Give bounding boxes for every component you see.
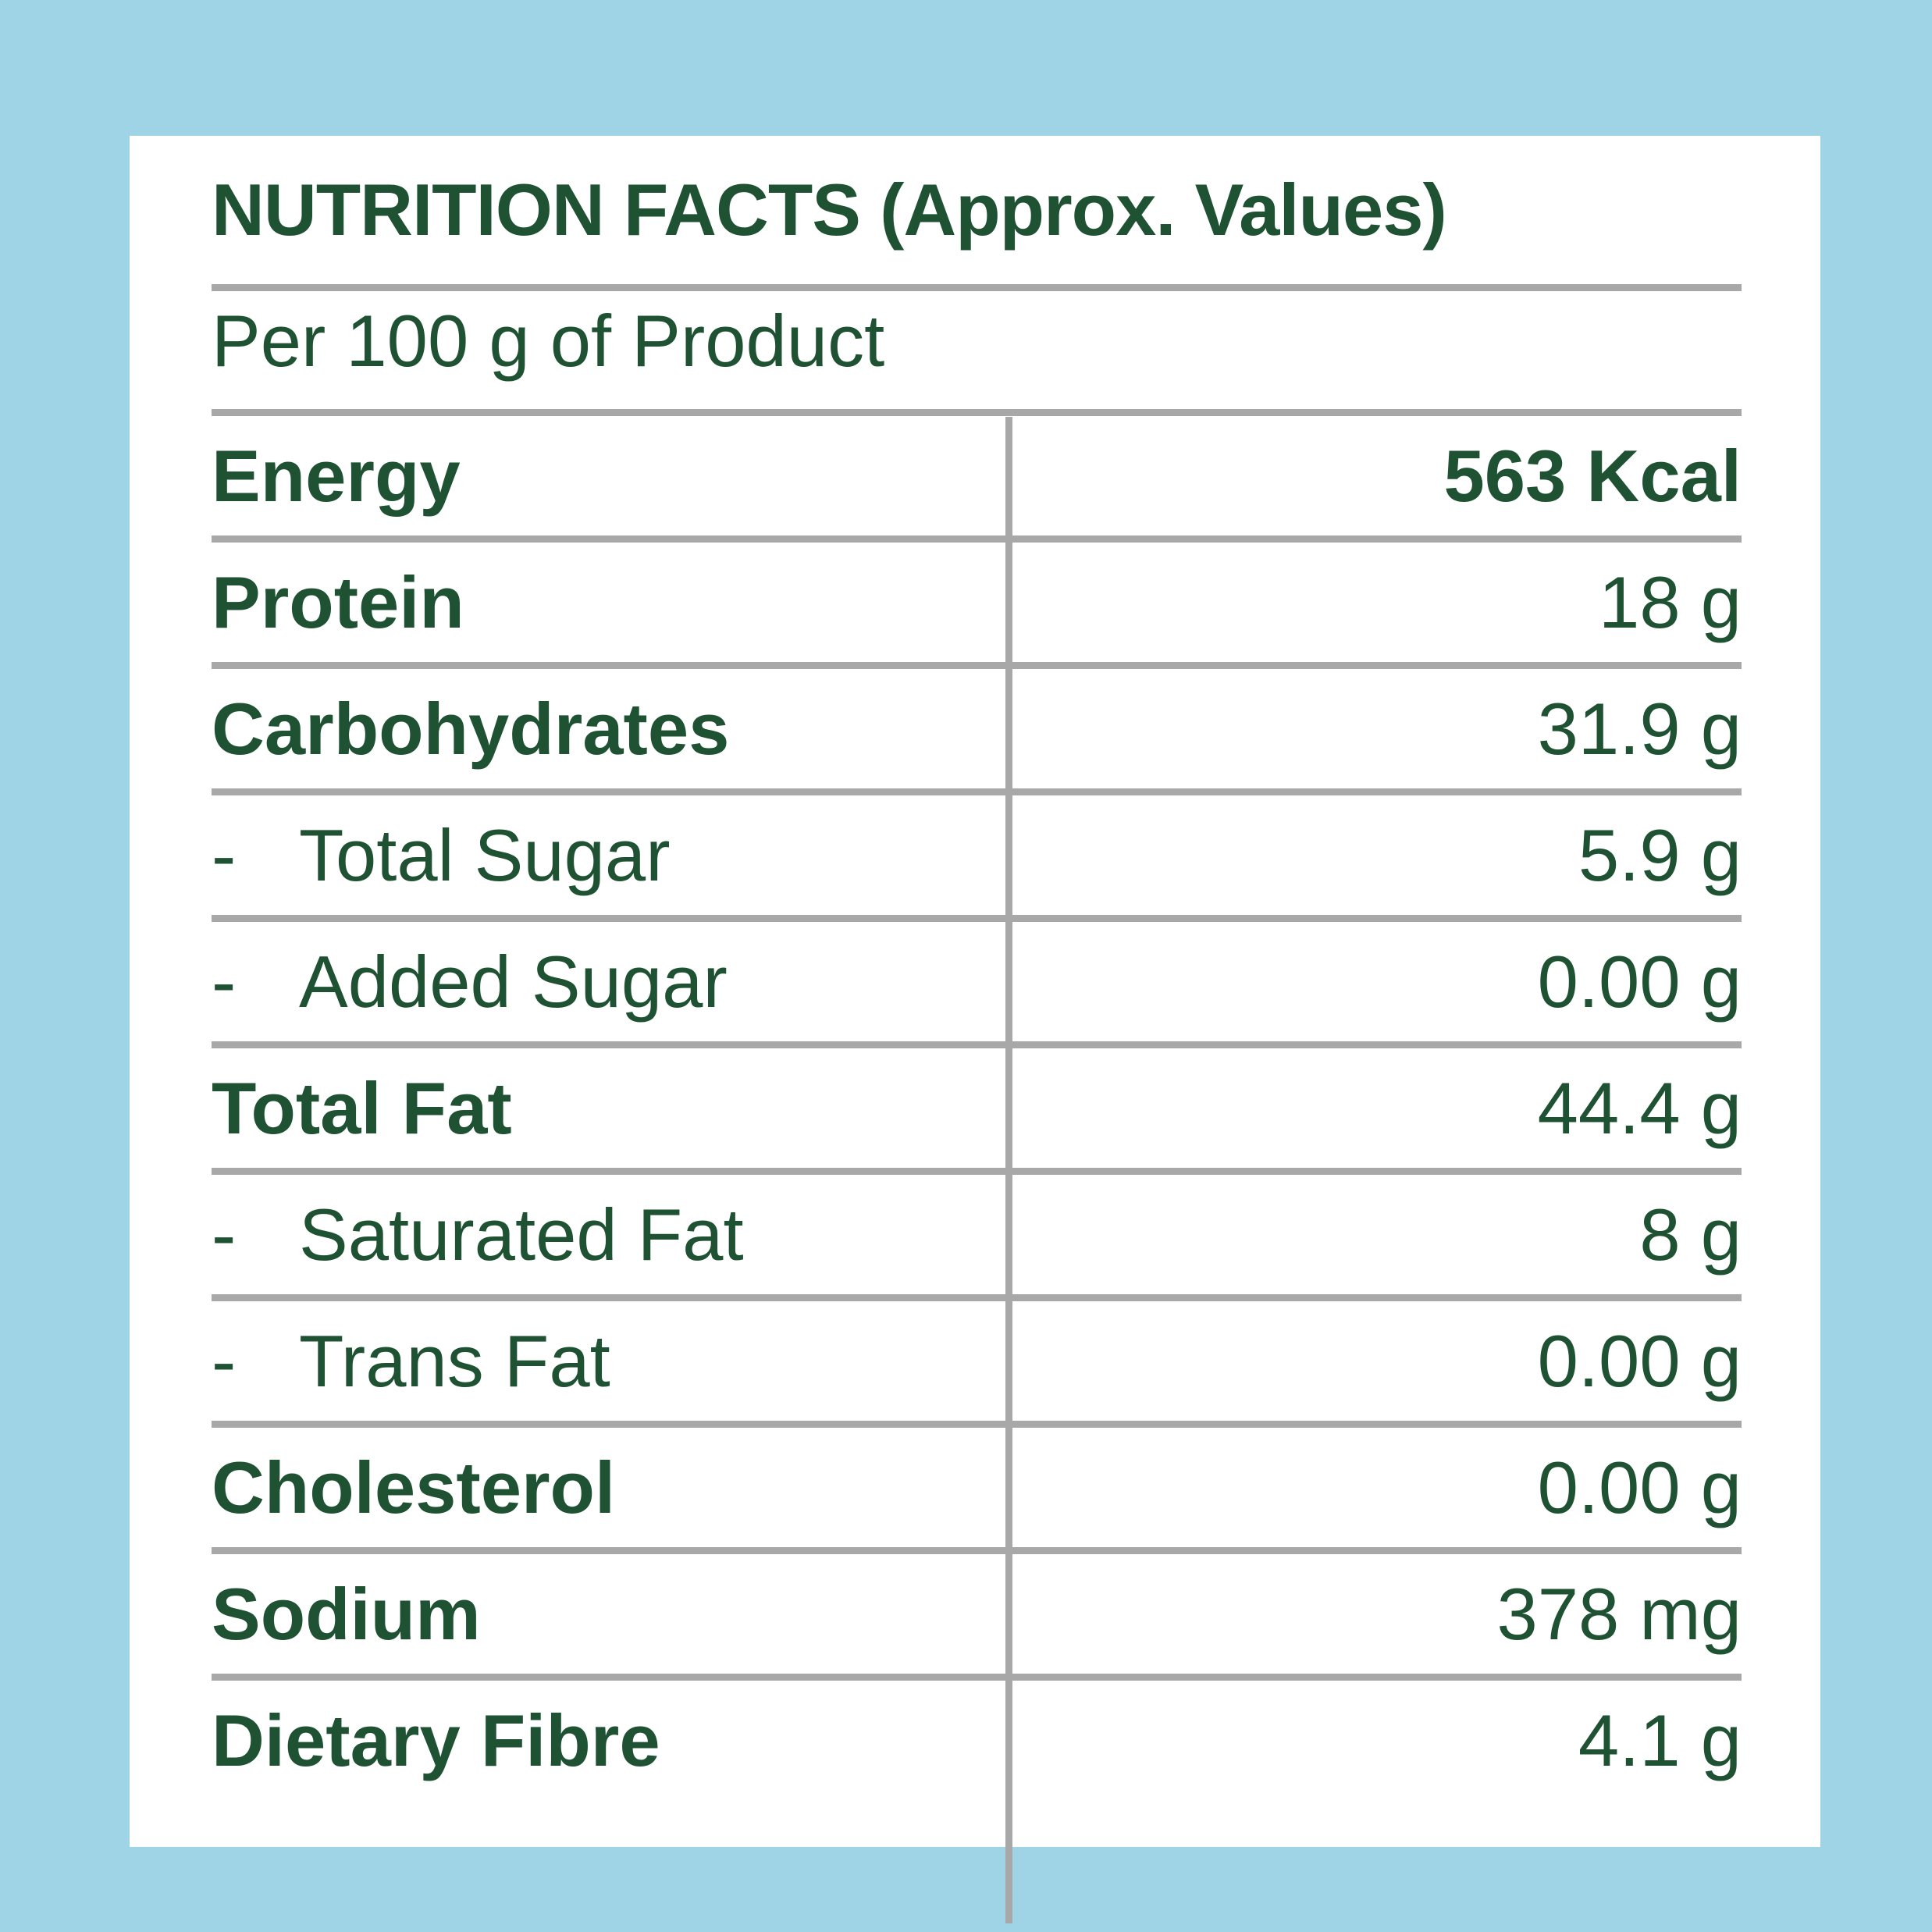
- nutrient-name: Energy: [212, 434, 461, 517]
- nutrient-label: Dietary Fibre: [212, 1681, 660, 1800]
- sub-item-marker: -: [212, 1193, 237, 1276]
- nutrient-name: Dietary Fibre: [212, 1699, 660, 1781]
- row-divider: [212, 1674, 1742, 1681]
- nutrient-label: - Trans Fat: [212, 1301, 610, 1421]
- nutrient-name: Sodium: [212, 1572, 481, 1655]
- row-divider: [212, 1421, 1742, 1428]
- row-divider: [212, 1547, 1742, 1554]
- row-divider: [212, 535, 1742, 543]
- row-divider: [212, 662, 1742, 669]
- row-divider: [212, 1294, 1742, 1301]
- nutrient-row: Dietary Fibre 4.1 g: [212, 1681, 1742, 1800]
- nutrient-label: Carbohydrates: [212, 669, 729, 788]
- sub-item-marker: -: [212, 940, 237, 1023]
- row-divider: [212, 915, 1742, 922]
- nutrient-value: 0.00 g: [1537, 1319, 1742, 1402]
- nutrient-value: 31.9 g: [1537, 687, 1742, 770]
- sub-item-marker: -: [212, 1319, 237, 1402]
- nutrient-name: Cholesterol: [212, 1446, 616, 1528]
- nutrient-row: Cholesterol 0.00 g: [212, 1428, 1742, 1547]
- nutrient-label: - Total Sugar: [212, 795, 671, 915]
- nutrient-row: Total Fat 44.4 g: [212, 1048, 1742, 1168]
- nutrient-label: Protein: [212, 543, 464, 662]
- nutrient-name: Total Fat: [212, 1066, 512, 1149]
- nutrient-value: 8 g: [1639, 1193, 1742, 1276]
- nutrient-value: 0.00 g: [1537, 940, 1742, 1023]
- nutrient-value: 563 Kcal: [1443, 434, 1742, 517]
- nutrient-row: - Saturated Fat 8 g: [212, 1175, 1742, 1294]
- row-divider: [212, 1041, 1742, 1048]
- nutrient-row: - Trans Fat 0.00 g: [212, 1301, 1742, 1421]
- nutrient-name: Protein: [212, 560, 464, 643]
- nutrient-label: Sodium: [212, 1554, 481, 1674]
- nutrient-value: 44.4 g: [1537, 1066, 1742, 1149]
- nutrient-row: - Total Sugar 5.9 g: [212, 795, 1742, 915]
- row-divider: [212, 788, 1742, 795]
- header-divider: [212, 409, 1742, 416]
- nutrient-label: Cholesterol: [212, 1428, 615, 1547]
- nutrition-facts-panel: NUTRITION FACTS (Approx. Values) Per 100…: [130, 136, 1820, 1923]
- nutrient-name: Carbohydrates: [212, 687, 730, 770]
- nutrient-row: Protein 18 g: [212, 543, 1742, 662]
- title-divider: [212, 284, 1742, 291]
- nutrient-label: Energy: [212, 416, 461, 535]
- nutrient-value: 378 mg: [1496, 1572, 1742, 1655]
- sub-item-marker: -: [212, 813, 237, 896]
- nutrient-name: Saturated Fat: [299, 1193, 744, 1276]
- nutrient-name: Total Sugar: [299, 813, 671, 896]
- nutrient-row: Sodium 378 mg: [212, 1554, 1742, 1674]
- nutrition-title: NUTRITION FACTS (Approx. Values): [212, 169, 1447, 251]
- nutrient-value: 4.1 g: [1578, 1699, 1742, 1781]
- nutrient-label: - Added Sugar: [212, 922, 728, 1041]
- nutrient-value: 5.9 g: [1578, 813, 1742, 896]
- serving-basis: Per 100 g of Product: [212, 299, 885, 382]
- nutrient-row: Energy 563 Kcal: [212, 416, 1742, 535]
- nutrient-value: 18 g: [1599, 560, 1742, 643]
- nutrient-label: - Saturated Fat: [212, 1175, 744, 1294]
- row-divider: [212, 1168, 1742, 1175]
- nutrient-value: 0.00 g: [1537, 1446, 1742, 1528]
- nutrient-label: Total Fat: [212, 1048, 512, 1168]
- nutrient-name: Added Sugar: [299, 940, 728, 1023]
- nutrient-name: Trans Fat: [299, 1319, 610, 1402]
- nutrient-row: Carbohydrates 31.9 g: [212, 669, 1742, 788]
- nutrient-row: - Added Sugar 0.00 g: [212, 922, 1742, 1041]
